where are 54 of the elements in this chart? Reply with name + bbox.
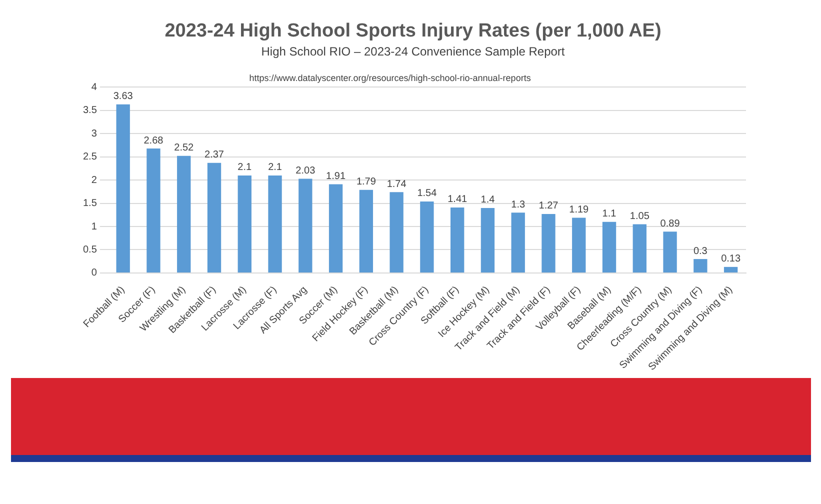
bar <box>572 218 586 272</box>
y-tick-label: 2 <box>91 174 98 186</box>
data-label: 1.91 <box>326 171 346 182</box>
bar <box>542 214 556 272</box>
bar <box>632 224 646 272</box>
data-label: 0.3 <box>693 246 708 257</box>
bar <box>207 162 222 272</box>
bar <box>390 192 404 272</box>
bar <box>724 266 738 272</box>
data-label: 1.3 <box>511 199 526 210</box>
data-label: 2.37 <box>204 150 224 161</box>
data-label: 1.4 <box>480 194 496 206</box>
y-tick-label: 3 <box>91 128 98 140</box>
data-label: 0.13 <box>721 254 741 265</box>
y-tick-label: 1.5 <box>82 198 98 210</box>
bar <box>511 212 525 272</box>
data-label: 1.74 <box>386 178 407 190</box>
data-label: 1.1 <box>602 208 617 220</box>
y-tick-label: 1 <box>91 221 98 232</box>
bar <box>602 222 616 272</box>
bar <box>663 232 677 272</box>
data-label: 1.41 <box>448 194 468 206</box>
bar <box>177 156 191 272</box>
text: https://www.datalyscenter.org/resources/high-school-rio-annual-reports <box>249 72 532 83</box>
bar <box>116 104 130 272</box>
bar <box>480 208 495 272</box>
data-label: 1.79 <box>356 176 376 188</box>
data-label: 1.54 <box>417 188 438 200</box>
data-label: 2.03 <box>296 165 316 176</box>
bar <box>450 207 464 272</box>
bar <box>359 190 374 272</box>
data-label: 0.89 <box>660 218 680 230</box>
data-label: 2.52 <box>174 142 194 154</box>
y-tick-label: 4 <box>91 82 98 93</box>
data-label: 1.19 <box>569 204 590 216</box>
data-label: 2.1 <box>268 162 282 174</box>
y-tick-label: 0.5 <box>82 244 98 256</box>
bar <box>420 201 434 272</box>
bar <box>328 184 343 272</box>
chart-title: 2023-24 High School Sports Injury Rates (per 1,000 AE) <box>164 20 662 42</box>
bar <box>694 259 708 272</box>
bar <box>298 178 312 272</box>
chart-subtitle: High School RIO – 2023-24 Convenience Sample Report <box>261 44 566 58</box>
data-label: 2.68 <box>144 135 164 146</box>
y-tick-label: 3.5 <box>82 105 98 116</box>
data-label: 3.63 <box>113 91 134 102</box>
bar <box>268 175 282 272</box>
y-tick-label: 2.5 <box>82 152 98 163</box>
bar <box>146 148 160 272</box>
data-label: 1.05 <box>630 210 650 222</box>
data-label: 2.1 <box>238 162 252 174</box>
bar <box>238 175 252 272</box>
data-label: 1.27 <box>538 200 559 212</box>
y-tick-label: 0 <box>91 268 98 279</box>
